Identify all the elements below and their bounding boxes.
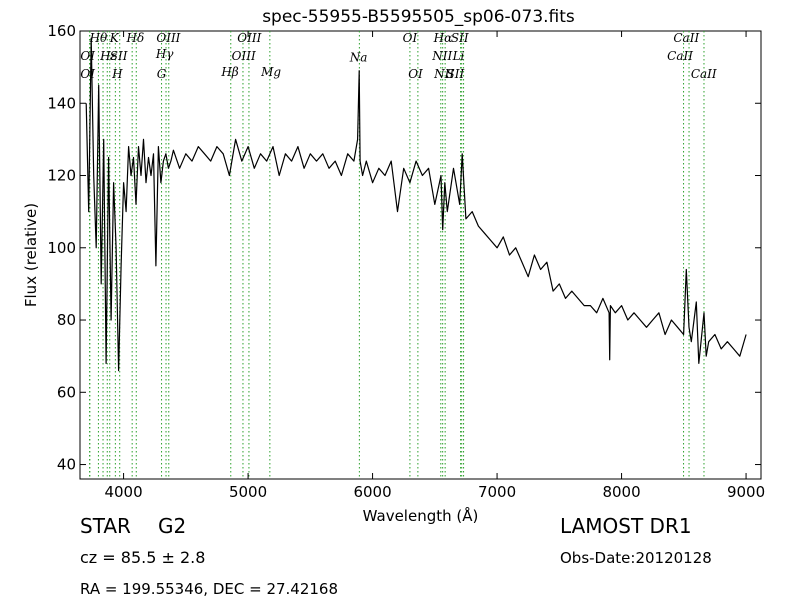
chart-title: spec-55955-B5595505_sp06-073.fits	[262, 7, 575, 27]
x-tick-label: 4000	[104, 483, 142, 501]
line-label: Hα	[433, 31, 453, 45]
line-label: Mg	[260, 65, 281, 79]
x-tick-label: 8000	[602, 483, 640, 501]
plot-frame	[79, 30, 762, 480]
line-label: OI	[80, 67, 95, 81]
y-axis-label: Flux (relative)	[22, 203, 40, 307]
line-label: Hδ	[126, 31, 145, 45]
line-label: CaII	[673, 31, 699, 45]
line-label: Hθ	[89, 31, 108, 45]
line-label: H	[111, 67, 123, 81]
x-tick-label: 6000	[353, 483, 391, 501]
line-label: NII	[433, 67, 454, 81]
line-label: CaII	[667, 49, 693, 63]
line-label: SII	[110, 49, 128, 63]
line-label: OIII	[156, 31, 180, 45]
line-label: OI	[408, 67, 423, 81]
line-label: K	[109, 31, 120, 45]
class-label: STAR	[80, 514, 131, 538]
y-tick-label: 40	[57, 456, 76, 474]
line-label: Na	[349, 51, 368, 65]
y-tick-label: 60	[57, 383, 76, 401]
y-tick-label: 120	[47, 167, 76, 185]
line-label: SII	[451, 31, 469, 45]
line-label: Hβ	[220, 65, 238, 79]
line-label: OIII	[232, 49, 256, 63]
subclass-label: G2	[158, 514, 187, 538]
line-label: OIII	[237, 31, 261, 45]
x-tick-label: 7000	[478, 483, 516, 501]
x-tick-label: 9000	[727, 483, 765, 501]
line-label: SII	[447, 67, 465, 81]
x-axis-label: Wavelength (Å)	[363, 506, 479, 525]
survey-label: LAMOST DR1	[560, 514, 692, 538]
y-tick-label: 100	[47, 239, 76, 257]
y-tick-label: 140	[47, 94, 76, 112]
line-label: Hε	[99, 49, 117, 63]
spectrum-line	[85, 37, 747, 372]
line-label: OI	[80, 49, 95, 63]
line-label: G	[157, 67, 167, 81]
line-label: OI	[403, 31, 418, 45]
radec-text: RA = 199.55346, DEC = 27.42168	[80, 580, 339, 598]
line-label: Li	[452, 49, 465, 63]
line-label: Hγ	[155, 47, 174, 61]
obs-date: Obs-Date:20120128	[560, 549, 712, 567]
y-tick-label: 160	[47, 22, 76, 40]
line-label: CaII	[691, 67, 717, 81]
cz-text: cz = 85.5 ± 2.8	[80, 548, 206, 567]
x-tick-label: 5000	[229, 483, 267, 501]
line-label: NII	[431, 49, 452, 63]
y-tick-label: 80	[57, 311, 76, 329]
